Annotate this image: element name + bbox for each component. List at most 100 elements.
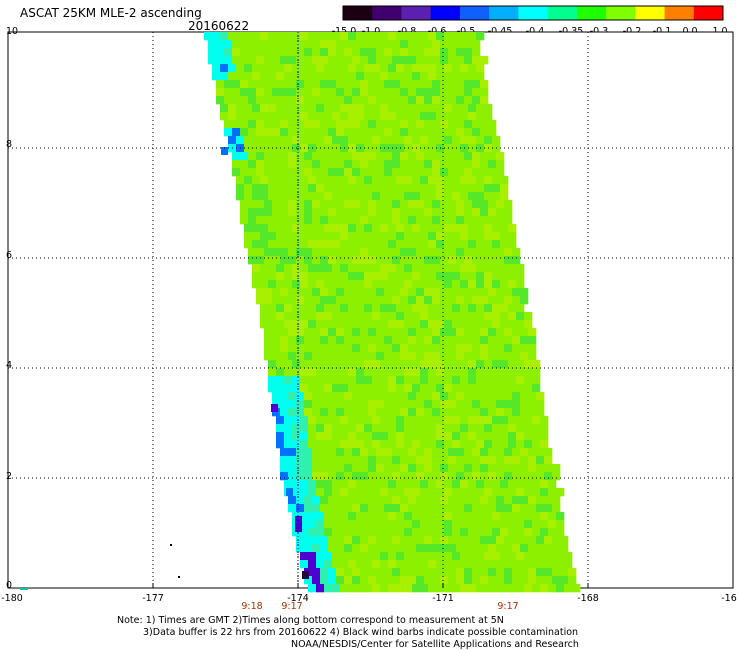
swath-cell [468, 192, 477, 201]
swath-cell [356, 72, 365, 81]
swath-cell [376, 152, 385, 161]
swath-cell [376, 464, 385, 473]
swath-cell [348, 552, 357, 561]
swath-cell [400, 152, 409, 161]
swath-cell [392, 296, 401, 305]
swath-cell [332, 176, 341, 185]
swath-cell [236, 184, 245, 193]
swath-cell [312, 296, 321, 305]
swath-cell [256, 80, 265, 89]
swath-cell [244, 176, 253, 185]
swath-cell [300, 104, 309, 113]
swath-cell [348, 512, 357, 521]
swath-cell [396, 232, 405, 241]
swath-cell [452, 104, 461, 113]
swath-cell [364, 192, 373, 201]
swath-cell [464, 288, 473, 297]
swath-cell [480, 400, 489, 409]
swath-cell [468, 240, 477, 249]
swath-cell [312, 88, 321, 97]
swath-cell [400, 296, 409, 305]
swath-cell [480, 296, 489, 305]
swath-cell [440, 408, 449, 417]
swath-cell [376, 208, 385, 217]
swath-cell [472, 496, 481, 505]
swath-cell [244, 104, 253, 113]
swath-cell [544, 456, 553, 465]
swath-cell [508, 560, 517, 569]
swath-cell [292, 264, 301, 273]
swath-cell [356, 560, 365, 569]
swath-cell [432, 448, 441, 457]
swath-cell [348, 264, 357, 273]
swath-cell [360, 216, 369, 225]
swath-cell [456, 536, 465, 545]
swath-cell [300, 512, 309, 521]
swath-cell [492, 488, 501, 497]
swath-cell [376, 200, 385, 209]
swath-cell [384, 56, 393, 65]
swath-cell [392, 352, 401, 361]
swath-cell [288, 408, 297, 417]
swath-cell [356, 224, 365, 233]
swath-cell [444, 440, 453, 449]
swath-cell [332, 384, 341, 393]
swath-cell [428, 528, 437, 537]
swath-cell [396, 424, 405, 433]
swath-cell [288, 248, 297, 257]
swath-cell [468, 136, 477, 145]
swath-cell [320, 472, 329, 481]
swath-cell [332, 416, 341, 425]
swath-cell [264, 56, 273, 65]
swath-cell [304, 296, 313, 305]
swath-cell [376, 400, 385, 409]
swath-cell [408, 128, 417, 137]
swath-cell [452, 112, 461, 121]
swath-cell [452, 584, 461, 593]
swath-cell [472, 248, 481, 257]
swath-cell [276, 104, 285, 113]
swath-cell [368, 352, 377, 361]
swath-cell [516, 416, 525, 425]
swath-cell [292, 176, 301, 185]
swath-cell [264, 328, 273, 337]
swath-cell [280, 128, 289, 137]
swath-cell [364, 136, 373, 145]
swath-cell [404, 424, 413, 433]
swath-cell [348, 384, 357, 393]
swath-cell [380, 560, 389, 569]
swath-cell [336, 256, 345, 265]
swath-cell [260, 72, 269, 81]
swath-cell [424, 504, 433, 513]
swath-cell [284, 312, 293, 321]
swath-cell [372, 560, 381, 569]
swath-cell [520, 400, 529, 409]
swath-cell [296, 256, 305, 265]
swath-cell [336, 544, 345, 553]
swath-cell [284, 280, 293, 289]
swath-cell [404, 72, 413, 81]
swath-cell [332, 136, 341, 145]
swath-cell [284, 72, 293, 81]
swath-cell [364, 368, 373, 377]
colorbar-swatch [606, 6, 636, 20]
swath-cell [208, 40, 217, 49]
swath-cell [488, 344, 497, 353]
swath-cell [340, 64, 349, 73]
swath-cell [384, 400, 393, 409]
swath-cell [404, 240, 413, 249]
x-tick-label: -180 [1, 593, 23, 604]
swath-cell [524, 360, 533, 369]
swath-cell [544, 536, 553, 545]
swath-cell [256, 128, 265, 137]
swath-cell [348, 584, 357, 593]
swath-cell [476, 64, 485, 73]
swath-cell [304, 248, 313, 257]
swath-cell [356, 264, 365, 273]
swath-cell [544, 568, 553, 577]
swath-cell [472, 344, 481, 353]
swath-cell [436, 136, 445, 145]
swath-cell [500, 320, 509, 329]
swath-cell [452, 432, 461, 441]
swath-cell [356, 528, 365, 537]
